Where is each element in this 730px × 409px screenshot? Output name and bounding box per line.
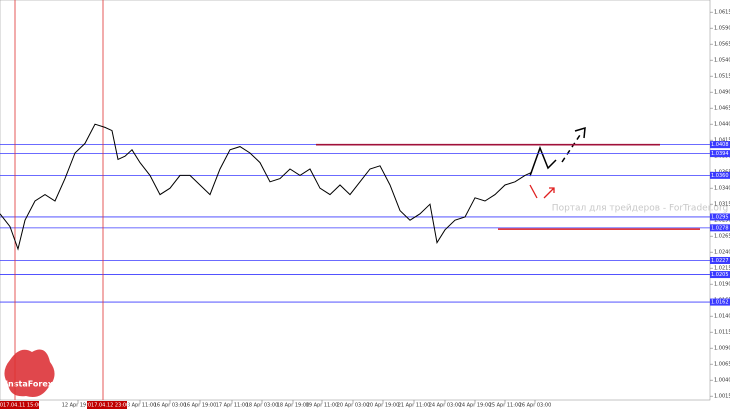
- x-tick-label: 16 Apr 03:00: [154, 403, 187, 409]
- y-tick-label: 1.0240: [714, 250, 730, 256]
- level-label-box: [710, 224, 730, 232]
- y-tick-label: 1.0290: [714, 218, 730, 224]
- x-tick-label: 17 Apr 11:00: [216, 403, 249, 409]
- level-label-box: [710, 171, 730, 179]
- x-tick-label: 24 Apr 19:00: [459, 403, 492, 409]
- y-tick-label: 1.0615: [714, 10, 730, 16]
- x-tick-label: 21 Apr 11:00: [398, 403, 431, 409]
- black-arrow-dash: [561, 131, 583, 163]
- level-label: 1.0278: [711, 225, 729, 231]
- y-tick-label: 1.0465: [714, 106, 730, 112]
- x-tick-label: 12 Apr 19:00: [62, 403, 95, 409]
- axes: 1.0615 1.0590 1.0565 1.0540 1.0515 1.0490 1.04…: [62, 10, 730, 409]
- logo: InstaForex: [4, 349, 55, 397]
- level-label-box: [710, 213, 730, 221]
- y-tick-label: 1.0565: [714, 42, 730, 48]
- x-tick-label: 20 Apr 19:00: [367, 403, 400, 409]
- watermark: Портал для трейдеров - ForTrader.org: [552, 204, 728, 214]
- x-tick-label: 18 Apr 19:00: [277, 403, 310, 409]
- x-tick-label: 18 Apr 03:00: [246, 403, 279, 409]
- y-tick-label: 1.0040: [714, 378, 730, 384]
- level-label: 1.0360: [711, 173, 729, 179]
- black-arrow: [529, 145, 557, 177]
- y-tick-label: 1.0440: [714, 122, 730, 128]
- red-arrow: [529, 184, 538, 199]
- y-tick-label: 1.0515: [714, 74, 730, 80]
- level-label-box: [710, 256, 730, 264]
- level-label: 1.0162: [711, 300, 729, 306]
- y-tick-label: 1.0190: [714, 282, 730, 288]
- level-label: 1.0227: [711, 258, 729, 264]
- level-label-box: [710, 298, 730, 306]
- x-tick-label: 24 Apr 03:00: [429, 403, 462, 409]
- y-tick-label: 1.0590: [714, 26, 730, 32]
- cursor-label: 2017.04.12 23:00: [85, 403, 130, 409]
- y-tick-label: 1.0140: [714, 314, 730, 320]
- price-line: [0, 123, 533, 251]
- logo-text: InstaForex: [5, 380, 54, 389]
- y-tick-label: 1.0490: [714, 90, 730, 96]
- level-label: 1.0205: [711, 272, 729, 278]
- y-tick-label: 1.0340: [714, 186, 730, 192]
- plot-area: [0, 0, 711, 401]
- level-label-box: [710, 150, 730, 158]
- y-tick-label: 1.0265: [714, 234, 730, 240]
- y-tick-label: 1.0115: [714, 330, 730, 336]
- x-tick-label: 13 Apr 11:00: [124, 403, 157, 409]
- level-label: 1.0408: [711, 142, 729, 148]
- x-tick-label: 26 Apr 03:00: [519, 403, 552, 409]
- y-tick-label: 1.0415: [714, 138, 730, 144]
- x-tick-label: 20 Apr 03:00: [337, 403, 370, 409]
- level-label: 1.0394: [711, 151, 729, 157]
- y-tick-label: 1.0540: [714, 58, 730, 64]
- x-tick-label: 19 Apr 11:00: [306, 403, 339, 409]
- y-tick-label: 1.0215: [714, 266, 730, 272]
- y-tick-label: 1.0315: [714, 202, 730, 208]
- black-arrowhead: [574, 126, 586, 139]
- red-arrowhead: [543, 187, 555, 199]
- level-label: 1.0295: [711, 214, 729, 220]
- cursor-label: 2017.04.11 15:00: [0, 403, 41, 409]
- forecast-arrows: [529, 126, 586, 199]
- logo-badge: [4, 349, 55, 397]
- y-tick-label: 1.0090: [714, 346, 730, 352]
- y-tick-label: 1.0065: [714, 362, 730, 368]
- x-tick-label: 16 Apr 19:00: [184, 403, 217, 409]
- cursor-label-box: [0, 401, 39, 409]
- level-label-box: [710, 271, 730, 279]
- x-tick-label: 25 Apr 11:00: [489, 403, 522, 409]
- y-tick-label: 1.0015: [714, 394, 730, 400]
- level-label-box: [710, 141, 730, 149]
- cursor-label-box: [87, 401, 127, 409]
